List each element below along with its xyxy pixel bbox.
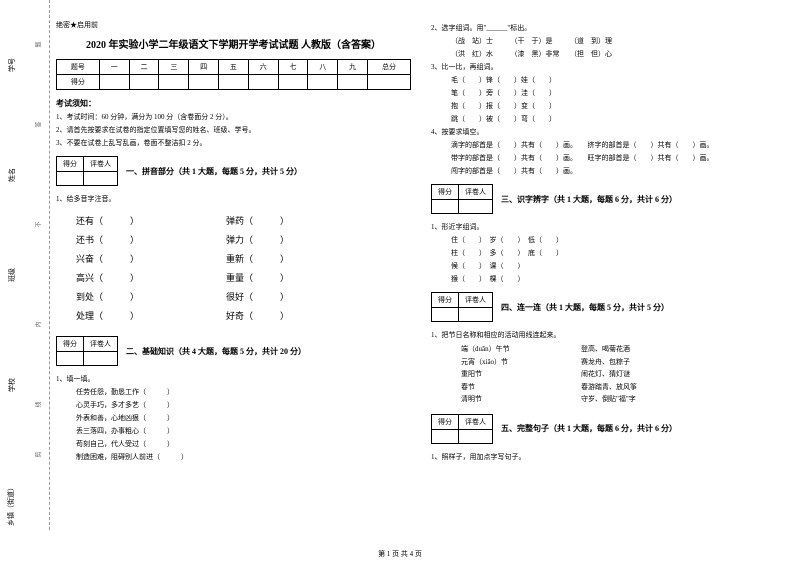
notice-2: 2、请首先按要求在试卷的指定位置填写您的姓名、班级、学号。 [56, 125, 411, 135]
dash-line: 线 [34, 401, 43, 407]
dash-answer: 答 [34, 121, 43, 127]
binding-id: 学号 [7, 58, 17, 72]
grade-box-2: 得分评卷人 [56, 336, 118, 366]
sec4-q1: 1、把节日名称和相应的活动用线连起来。 [431, 330, 786, 340]
grade-box-5: 得分评卷人 [431, 414, 493, 444]
c2-q3: 3、比一比，再组词。 [431, 62, 786, 72]
right-column: 2、选字组词。用"______"标出。 （战 站）士 （干 于）是 （道 到）理… [431, 20, 786, 465]
section-1-title: 一、拼音部分（共 1 大题，每题 5 分，共计 5 分） [126, 166, 302, 177]
binding-school: 学校 [7, 378, 17, 392]
score-value-row: 得分 [57, 75, 411, 90]
score-header-row: 题号 一 二 三 四 五 六 七 八 九 总分 [57, 60, 411, 75]
section-5-title: 五、完整句子（共 1 大题，每题 6 分，共计 6 分） [501, 423, 677, 434]
section-3-title: 三、识字辨字（共 1 大题，每题 6 分，共计 6 分） [501, 194, 677, 205]
confidential-label: 绝密★启用前 [56, 20, 411, 30]
exam-title: 2020 年实验小学二年级语文下学期开学考试试题 人教版（含答案） [56, 36, 411, 51]
grade-box-4: 得分评卷人 [431, 292, 493, 322]
sec5-q1: 1、照样子，用加点字写句子。 [431, 452, 786, 462]
notice-head: 考试须知： [56, 98, 411, 109]
match-grid: 端（duān）午节 元宵（xiāo）节 重阳节 春节 清明节 登高、喝菊花酒 赛… [461, 343, 786, 406]
sec1-q1: 1、给多音字注音。 [56, 194, 411, 204]
score-table: 题号 一 二 三 四 五 六 七 八 九 总分 得分 [56, 59, 411, 90]
sec3-q1: 1、形近字组词。 [431, 222, 786, 232]
dash-no: 不 [34, 221, 43, 227]
dash-cut: 剪 [34, 451, 43, 457]
sec2-q1: 1、填一填。 [56, 374, 411, 384]
dash-question: 题 [34, 41, 43, 47]
pinyin-grid: 还有（ ） 还书（ ） 兴奋（ ） 高兴（ ） 到处（ ） 处理（ ） 弹药（ … [76, 208, 411, 328]
notice-1: 1、考试时间：60 分钟，满分为 100 分（含卷面分 2 分）。 [56, 112, 411, 122]
binding-class: 班级 [7, 268, 17, 282]
binding-margin: 乡镇（街道） 学校 班级 姓名 学号 剪 线 内 不 答 题 [0, 0, 50, 530]
binding-name: 姓名 [7, 168, 17, 182]
section-2-title: 二、基础知识（共 4 大题，每题 5 分，共计 20 分） [126, 346, 306, 357]
grade-box-1: 得分评卷人 [56, 156, 118, 186]
section-4-title: 四、连一连（共 1 大题，每题 5 分，共计 5 分） [501, 302, 669, 313]
notice-3: 3、不要在试卷上乱写乱画，卷面不整洁扣 2 分。 [56, 138, 411, 148]
grade-box-3: 得分评卷人 [431, 184, 493, 214]
c2-q4: 4、按要求填空。 [431, 127, 786, 137]
c2-q2: 2、选字组词。用"______"标出。 [431, 23, 786, 33]
left-column: 绝密★启用前 2020 年实验小学二年级语文下学期开学考试试题 人教版（含答案）… [56, 20, 411, 465]
page-footer: 第 1 页 共 4 页 [0, 549, 800, 559]
dash-inside: 内 [34, 321, 43, 327]
binding-township: 乡镇（街道） [6, 484, 16, 526]
